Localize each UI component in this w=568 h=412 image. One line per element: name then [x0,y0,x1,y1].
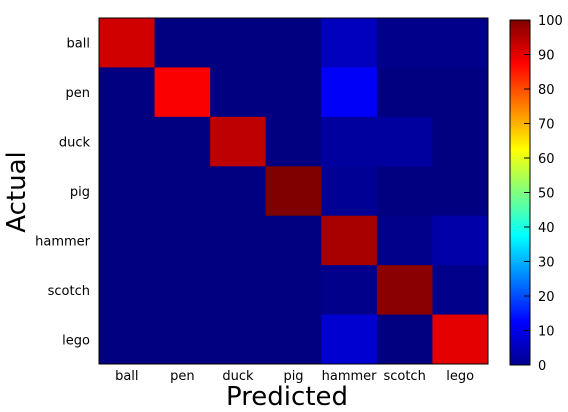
colorbar-tick-label-70: 70 [538,118,555,133]
heatmap-cell-pig-lego [432,166,489,217]
heatmap-cell-ball-pen [154,18,211,68]
x-tick-label-scotch: scotch [383,369,425,384]
colorbar-tick-labels: 0 10 20 30 40 50 60 70 80 90 100 [524,14,563,374]
colorbar-tick-label-30: 30 [538,256,555,271]
heatmap-cell-scotch-scotch [376,265,433,316]
heatmap-cell-duck-pig [265,116,322,167]
x-tick-label-duck: duck [222,369,254,384]
heatmap-cell-pen-ball [99,67,156,118]
x-tick-label-pig: pig [283,369,303,384]
heatmap-cell-pig-pen [154,166,211,217]
x-tick-label-pen: pen [170,369,195,384]
y-tick-label-hammer: hammer [35,234,91,249]
colorbar-tick-label-50: 50 [538,187,555,202]
heatmap-cell-duck-duck [210,116,267,167]
heatmap-cells [99,18,489,365]
heatmap-cell-scotch-pen [154,265,211,316]
heatmap-cell-hammer-ball [99,215,156,266]
heatmap-cell-scotch-pig [265,265,322,316]
y-tick-label-ball: ball [67,37,90,52]
heatmap-cell-duck-pen [154,116,211,167]
y-tick-label-pig: pig [70,185,90,200]
heatmap-cell-pen-duck [210,67,267,118]
heatmap-cell-hammer-lego [432,215,489,266]
heatmap-cell-lego-scotch [376,314,433,365]
heatmap-cell-hammer-scotch [376,215,433,266]
y-tick-label-scotch: scotch [48,284,90,299]
heatmap-cell-pen-pig [265,67,322,118]
heatmap-cell-ball-hammer [321,18,378,68]
colorbar-tick-label-0: 0 [538,359,546,374]
heatmap-cell-lego-pen [154,314,211,365]
heatmap-cell-duck-lego [432,116,489,167]
heatmap-cell-duck-ball [99,116,156,167]
colorbar-tick-label-10: 10 [538,325,555,340]
colorbar-tick-label-60: 60 [538,152,555,167]
heatmap-cell-duck-hammer [321,116,378,167]
colorbar-tick-label-80: 80 [538,83,555,98]
heatmap-cell-lego-duck [210,314,267,365]
heatmap-cell-pen-scotch [376,67,433,118]
heatmap-cell-hammer-pig [265,215,322,266]
x-tick-label-ball: ball [115,369,138,384]
colorbar-tick-label-20: 20 [538,290,555,305]
heatmap-cell-lego-pig [265,314,322,365]
heatmap-cell-ball-ball [99,18,156,68]
x-tick-labels: ball pen duck pig hammer scotch lego [115,369,474,384]
heatmap-cell-pig-hammer [321,166,378,217]
heatmap-cell-scotch-hammer [321,265,378,316]
colorbar-tick-label-90: 90 [538,49,555,64]
heatmap-cell-hammer-pen [154,215,211,266]
x-tick-label-hammer: hammer [322,369,378,384]
heatmap-cell-duck-scotch [376,116,433,167]
heatmap-cell-ball-duck [210,18,267,68]
colorbar-tick-label-100: 100 [538,14,563,29]
colorbar: 0 10 20 30 40 50 60 70 80 90 100 [509,14,563,374]
heatmap-cell-pen-lego [432,67,489,118]
heatmap-cell-ball-lego [432,18,489,68]
y-tick-label-lego: lego [62,333,90,348]
heatmap-cell-pen-pen [154,67,211,118]
heatmap-cell-pen-hammer [321,67,378,118]
y-tick-label-duck: duck [59,136,91,151]
heatmap-cell-hammer-hammer [321,215,378,266]
heatmap-cell-pig-ball [99,166,156,217]
colorbar-tick-label-40: 40 [538,221,555,236]
y-axis-label: Actual [2,151,32,232]
heatmap-cell-pig-duck [210,166,267,217]
heatmap-cell-scotch-lego [432,265,489,316]
heatmap-cell-scotch-ball [99,265,156,316]
heatmap-cell-pig-pig [265,166,322,217]
heatmap-cell-lego-ball [99,314,156,365]
heatmap-cell-pig-scotch [376,166,433,217]
heatmap-cell-hammer-duck [210,215,267,266]
heatmap-cell-lego-lego [432,314,489,365]
y-tick-labels: ball pen duck pig hammer scotch lego [35,37,91,349]
heatmap-cell-lego-hammer [321,314,378,365]
x-tick-label-lego: lego [446,369,474,384]
heatmap-cell-scotch-duck [210,265,267,316]
heatmap-cell-ball-pig [265,18,322,68]
x-axis-label: Predicted [226,382,348,412]
plot-frame [98,17,489,365]
heatmap-cell-ball-scotch [376,18,433,68]
y-tick-label-pen: pen [66,86,91,101]
